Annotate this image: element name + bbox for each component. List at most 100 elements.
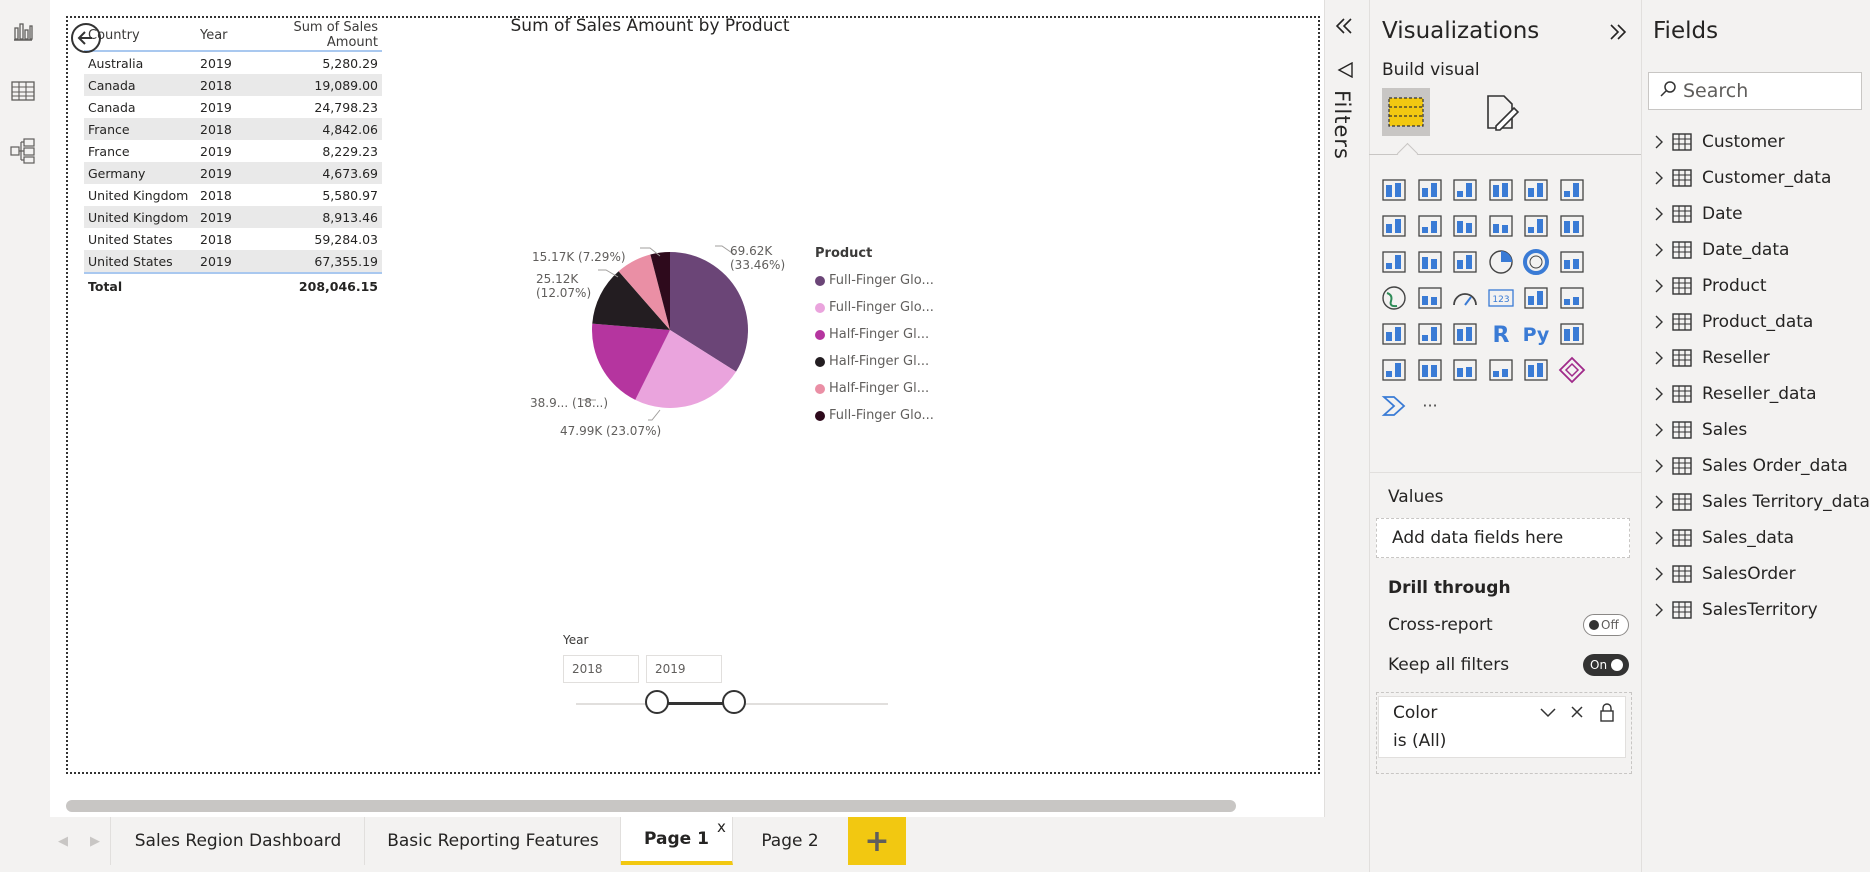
scatter-chart-icon[interactable] <box>1450 247 1480 277</box>
tab-scroll-right-icon[interactable]: ▶ <box>90 834 100 849</box>
expand-filters-icon[interactable] <box>1334 16 1354 40</box>
100-stacked-bar-chart-icon[interactable] <box>1521 175 1551 205</box>
field-table-item[interactable]: Customer_data <box>1654 163 1831 193</box>
line-clustered-column-icon[interactable] <box>1486 211 1516 241</box>
smart-narrative-icon[interactable] <box>1450 355 1480 385</box>
collapse-visualizations-icon[interactable] <box>1608 22 1628 46</box>
filters-pane-label[interactable]: Filters <box>1330 90 1354 160</box>
legend-item[interactable]: Half-Finger Gl... <box>815 375 934 402</box>
filled-map-icon[interactable] <box>1415 283 1445 313</box>
field-table-item[interactable]: Reseller_data <box>1654 379 1817 409</box>
sales-table-visual[interactable]: Country Year Sum of Sales Amount Austral… <box>84 20 382 298</box>
add-page-button[interactable]: + <box>848 817 906 865</box>
chevron-right-icon[interactable] <box>1654 134 1664 150</box>
field-table-item[interactable]: Product <box>1654 271 1767 301</box>
clustered-column-chart-icon[interactable] <box>1486 175 1516 205</box>
donut-chart-icon[interactable] <box>1521 247 1551 277</box>
legend-item[interactable]: Full-Finger Glo... <box>815 294 934 321</box>
field-table-item[interactable]: Date_data <box>1654 235 1789 265</box>
legend-item[interactable]: Half-Finger Gl... <box>815 321 934 348</box>
column-header-year[interactable]: Year <box>200 27 228 43</box>
field-table-item[interactable]: Sales_data <box>1654 523 1794 553</box>
table-row[interactable]: United Kingdom 2018 5,580.97 <box>84 184 382 206</box>
stacked-column-chart-icon[interactable] <box>1415 175 1445 205</box>
tab-basic-reporting-features[interactable]: Basic Reporting Features <box>366 817 621 865</box>
qa-icon[interactable] <box>1415 355 1445 385</box>
table-row[interactable]: United Kingdom 2019 8,913.46 <box>84 206 382 228</box>
waterfall-chart-icon[interactable] <box>1379 247 1409 277</box>
card-icon[interactable]: 123 <box>1486 283 1516 313</box>
more-visuals-icon[interactable]: ··· <box>1415 391 1445 421</box>
table-row[interactable]: France 2019 8,229.23 <box>84 140 382 162</box>
chevron-right-icon[interactable] <box>1654 350 1664 366</box>
decomposition-tree-icon[interactable] <box>1379 355 1409 385</box>
chevron-right-icon[interactable] <box>1654 314 1664 330</box>
keep-all-filters-toggle[interactable]: On <box>1583 654 1629 676</box>
remove-filter-icon[interactable] <box>1569 704 1585 724</box>
pie-slice[interactable] <box>650 252 670 330</box>
map-icon[interactable] <box>1379 283 1409 313</box>
report-view-icon[interactable] <box>8 16 38 46</box>
paginated-report-icon[interactable] <box>1486 355 1516 385</box>
search-input[interactable]: Search <box>1683 80 1749 102</box>
legend-item[interactable]: Half-Finger Gl... <box>815 348 934 375</box>
field-table-item[interactable]: Sales Order_data <box>1654 451 1848 481</box>
ribbon-chart-icon[interactable] <box>1557 211 1587 241</box>
chevron-right-icon[interactable] <box>1654 170 1664 186</box>
chevron-right-icon[interactable] <box>1654 422 1664 438</box>
multi-row-card-icon[interactable] <box>1521 283 1551 313</box>
drillthrough-filter-card[interactable]: Color is (All) <box>1378 696 1626 758</box>
field-table-item[interactable]: Sales <box>1654 415 1747 445</box>
field-table-item[interactable]: Customer <box>1654 127 1785 157</box>
legend-item[interactable]: Full-Finger Glo... <box>815 267 934 294</box>
tab-sales-region-dashboard[interactable]: Sales Region Dashboard <box>112 817 365 865</box>
treemap-icon[interactable] <box>1557 247 1587 277</box>
slider-start-handle[interactable] <box>645 690 669 714</box>
data-view-icon[interactable] <box>8 76 38 106</box>
pie-chart-icon[interactable] <box>1486 247 1516 277</box>
cross-report-toggle[interactable]: Off <box>1583 614 1629 636</box>
line-stacked-column-icon[interactable] <box>1521 211 1551 241</box>
add-data-fields-well[interactable]: Add data fields here <box>1376 518 1630 558</box>
chevron-right-icon[interactable] <box>1654 206 1664 222</box>
field-table-item[interactable]: SalesOrder <box>1654 559 1796 589</box>
slicer-from-input[interactable]: 2018 <box>563 655 639 683</box>
chevron-right-icon[interactable] <box>1654 386 1664 402</box>
slicer-icon[interactable] <box>1379 319 1409 349</box>
table-row[interactable]: Australia 2019 5,280.29 <box>84 52 382 74</box>
lock-icon[interactable] <box>1599 702 1615 726</box>
canvas-horizontal-scrollbar[interactable] <box>66 800 1236 812</box>
pie-slice[interactable] <box>670 252 748 372</box>
key-influencers-icon[interactable] <box>1557 319 1587 349</box>
line-chart-icon[interactable] <box>1379 211 1409 241</box>
slicer-to-input[interactable]: 2019 <box>646 655 722 683</box>
table-row[interactable]: Germany 2019 4,673.69 <box>84 162 382 184</box>
field-table-item[interactable]: Date <box>1654 199 1743 229</box>
r-visual-icon[interactable]: R <box>1486 319 1516 349</box>
gauge-icon[interactable] <box>1450 283 1480 313</box>
fields-search-box[interactable]: Search <box>1648 72 1862 110</box>
chevron-right-icon[interactable] <box>1654 566 1664 582</box>
power-apps-icon[interactable] <box>1557 355 1587 385</box>
chevron-right-icon[interactable] <box>1654 602 1664 618</box>
clustered-bar-chart-icon[interactable] <box>1450 175 1480 205</box>
legend-item[interactable]: Full-Finger Glo... <box>815 402 934 429</box>
area-chart-icon[interactable] <box>1415 211 1445 241</box>
python-visual-icon[interactable]: Py <box>1521 319 1551 349</box>
table-row[interactable]: Canada 2019 24,798.23 <box>84 96 382 118</box>
table-row[interactable]: Canada 2018 19,089.00 <box>84 74 382 96</box>
100-stacked-column-chart-icon[interactable] <box>1557 175 1587 205</box>
pie-slice[interactable] <box>592 323 670 400</box>
chevron-right-icon[interactable] <box>1654 530 1664 546</box>
field-table-item[interactable]: Reseller <box>1654 343 1770 373</box>
chevron-right-icon[interactable] <box>1654 242 1664 258</box>
table-icon[interactable] <box>1415 319 1445 349</box>
tab-scroll-left-icon[interactable]: ◀ <box>58 834 68 849</box>
table-row[interactable]: United States 2018 59,284.03 <box>84 228 382 250</box>
pie-slice[interactable] <box>592 271 670 330</box>
format-visual-icon[interactable] <box>1482 92 1522 136</box>
field-table-item[interactable]: Product_data <box>1654 307 1813 337</box>
tab-close-icon[interactable]: x <box>717 818 726 836</box>
back-arrow-icon[interactable] <box>70 22 102 54</box>
field-table-item[interactable]: Sales Territory_data <box>1654 487 1870 517</box>
